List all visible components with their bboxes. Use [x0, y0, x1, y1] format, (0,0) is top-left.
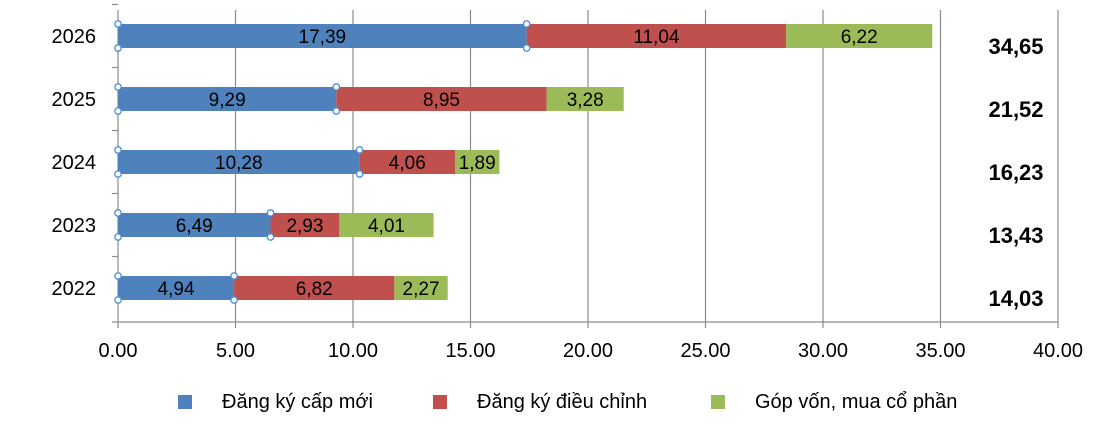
bar-segment	[526, 24, 787, 48]
data-label: 6,82	[296, 279, 333, 300]
legend-item: Đăng ký cấp mới	[178, 391, 373, 413]
bar-segment	[546, 87, 624, 111]
selection-handle	[114, 44, 122, 52]
selection-handle	[114, 83, 122, 91]
data-label: 6,22	[841, 27, 878, 48]
data-labels: 17,39 11,04 6,22 9,29 8,95 3,28 10,28 4,06 1,89 6…	[158, 27, 878, 300]
legend-label: Đăng ký điều chỉnh	[477, 391, 647, 413]
selection-handle	[355, 146, 364, 154]
bar-segment	[118, 276, 235, 300]
data-label: 4,94	[158, 279, 195, 300]
bar-segment	[118, 24, 527, 48]
data-label: 3,28	[567, 90, 604, 111]
selection-handle	[332, 107, 341, 115]
bar-segment	[394, 276, 448, 300]
x-tick-label: 25.00	[680, 340, 730, 362]
total-label: 21,52	[988, 97, 1043, 122]
data-label: 17,39	[299, 27, 347, 48]
data-label: 4,06	[389, 153, 426, 174]
selection-handle	[114, 296, 122, 304]
axes: 0.00 5.00 10.00 15.00 20.00 25.00 30.00 35.00 40…	[52, 3, 1083, 362]
total-labels: 34,65 21,52 16,23 13,43 14,03	[988, 34, 1043, 311]
x-tick-label: 0.00	[99, 340, 138, 362]
x-tick-label: 30.00	[798, 340, 848, 362]
selection-handle	[332, 83, 341, 91]
legend-item: Góp vốn, mua cổ phần	[711, 391, 957, 413]
y-tick-label: 2022	[52, 278, 97, 300]
selection-handle	[114, 233, 122, 241]
y-tick-label: 2025	[52, 89, 97, 111]
x-tick-label: 35.00	[915, 340, 965, 362]
bar-segment	[118, 87, 337, 111]
data-label: 9,29	[209, 90, 246, 111]
data-label: 6,49	[176, 216, 213, 237]
legend-swatch	[433, 395, 447, 409]
data-label: 10,28	[215, 153, 263, 174]
legend-label: Góp vốn, mua cổ phần	[755, 391, 957, 413]
bars	[114, 20, 933, 304]
selection-handle	[114, 272, 122, 280]
x-tick-label: 10.00	[328, 340, 378, 362]
total-label: 34,65	[988, 34, 1043, 59]
selection-handle	[230, 272, 238, 280]
bar-segment	[359, 150, 455, 174]
y-tick-label: 2023	[52, 215, 97, 237]
data-label: 4,01	[368, 216, 405, 237]
legend-item: Đăng ký điều chỉnh	[433, 391, 647, 413]
selection-handle	[230, 296, 238, 304]
selection-handle	[114, 170, 122, 178]
y-tick-label: 2026	[52, 26, 97, 48]
selection-handle	[522, 20, 531, 28]
legend: Đăng ký cấp mới Đăng ký điều chỉnh Góp vốn…	[178, 391, 957, 413]
data-label: 11,04	[633, 27, 680, 48]
total-label: 16,23	[988, 160, 1043, 185]
x-tick-label: 5.00	[216, 340, 255, 362]
y-tick-label: 2024	[52, 152, 97, 174]
x-tick-label: 20.00	[563, 340, 613, 362]
selection-handle	[522, 44, 531, 52]
selection-handle	[355, 170, 364, 178]
data-label: 1,89	[459, 153, 496, 174]
bar-segment	[339, 213, 434, 237]
bar-segment	[336, 87, 547, 111]
selection-handle	[114, 209, 122, 217]
selection-handle	[114, 107, 122, 115]
data-label: 2,93	[286, 216, 323, 237]
data-label: 8,95	[423, 90, 460, 111]
x-tick-label: 15.00	[445, 340, 495, 362]
legend-swatch	[178, 395, 192, 409]
bar-segment	[270, 213, 340, 237]
bar-segment	[786, 24, 933, 48]
selection-handle	[266, 233, 275, 241]
bar-segment	[454, 150, 500, 174]
selection-handle	[266, 209, 275, 217]
selection-handle	[114, 146, 122, 154]
bar-segment	[118, 150, 360, 174]
legend-swatch	[711, 395, 725, 409]
legend-label: Đăng ký cấp mới	[222, 391, 373, 413]
selection-handle	[114, 20, 122, 28]
bar-segment	[234, 276, 395, 300]
bar-segment	[118, 213, 271, 237]
data-label: 2,27	[403, 279, 440, 300]
total-label: 13,43	[988, 223, 1043, 248]
total-label: 14,03	[988, 286, 1043, 311]
x-tick-label: 40.00	[1033, 340, 1083, 362]
